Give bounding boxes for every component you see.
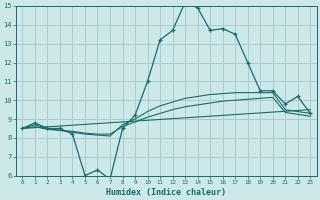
X-axis label: Humidex (Indice chaleur): Humidex (Indice chaleur) bbox=[106, 188, 226, 197]
